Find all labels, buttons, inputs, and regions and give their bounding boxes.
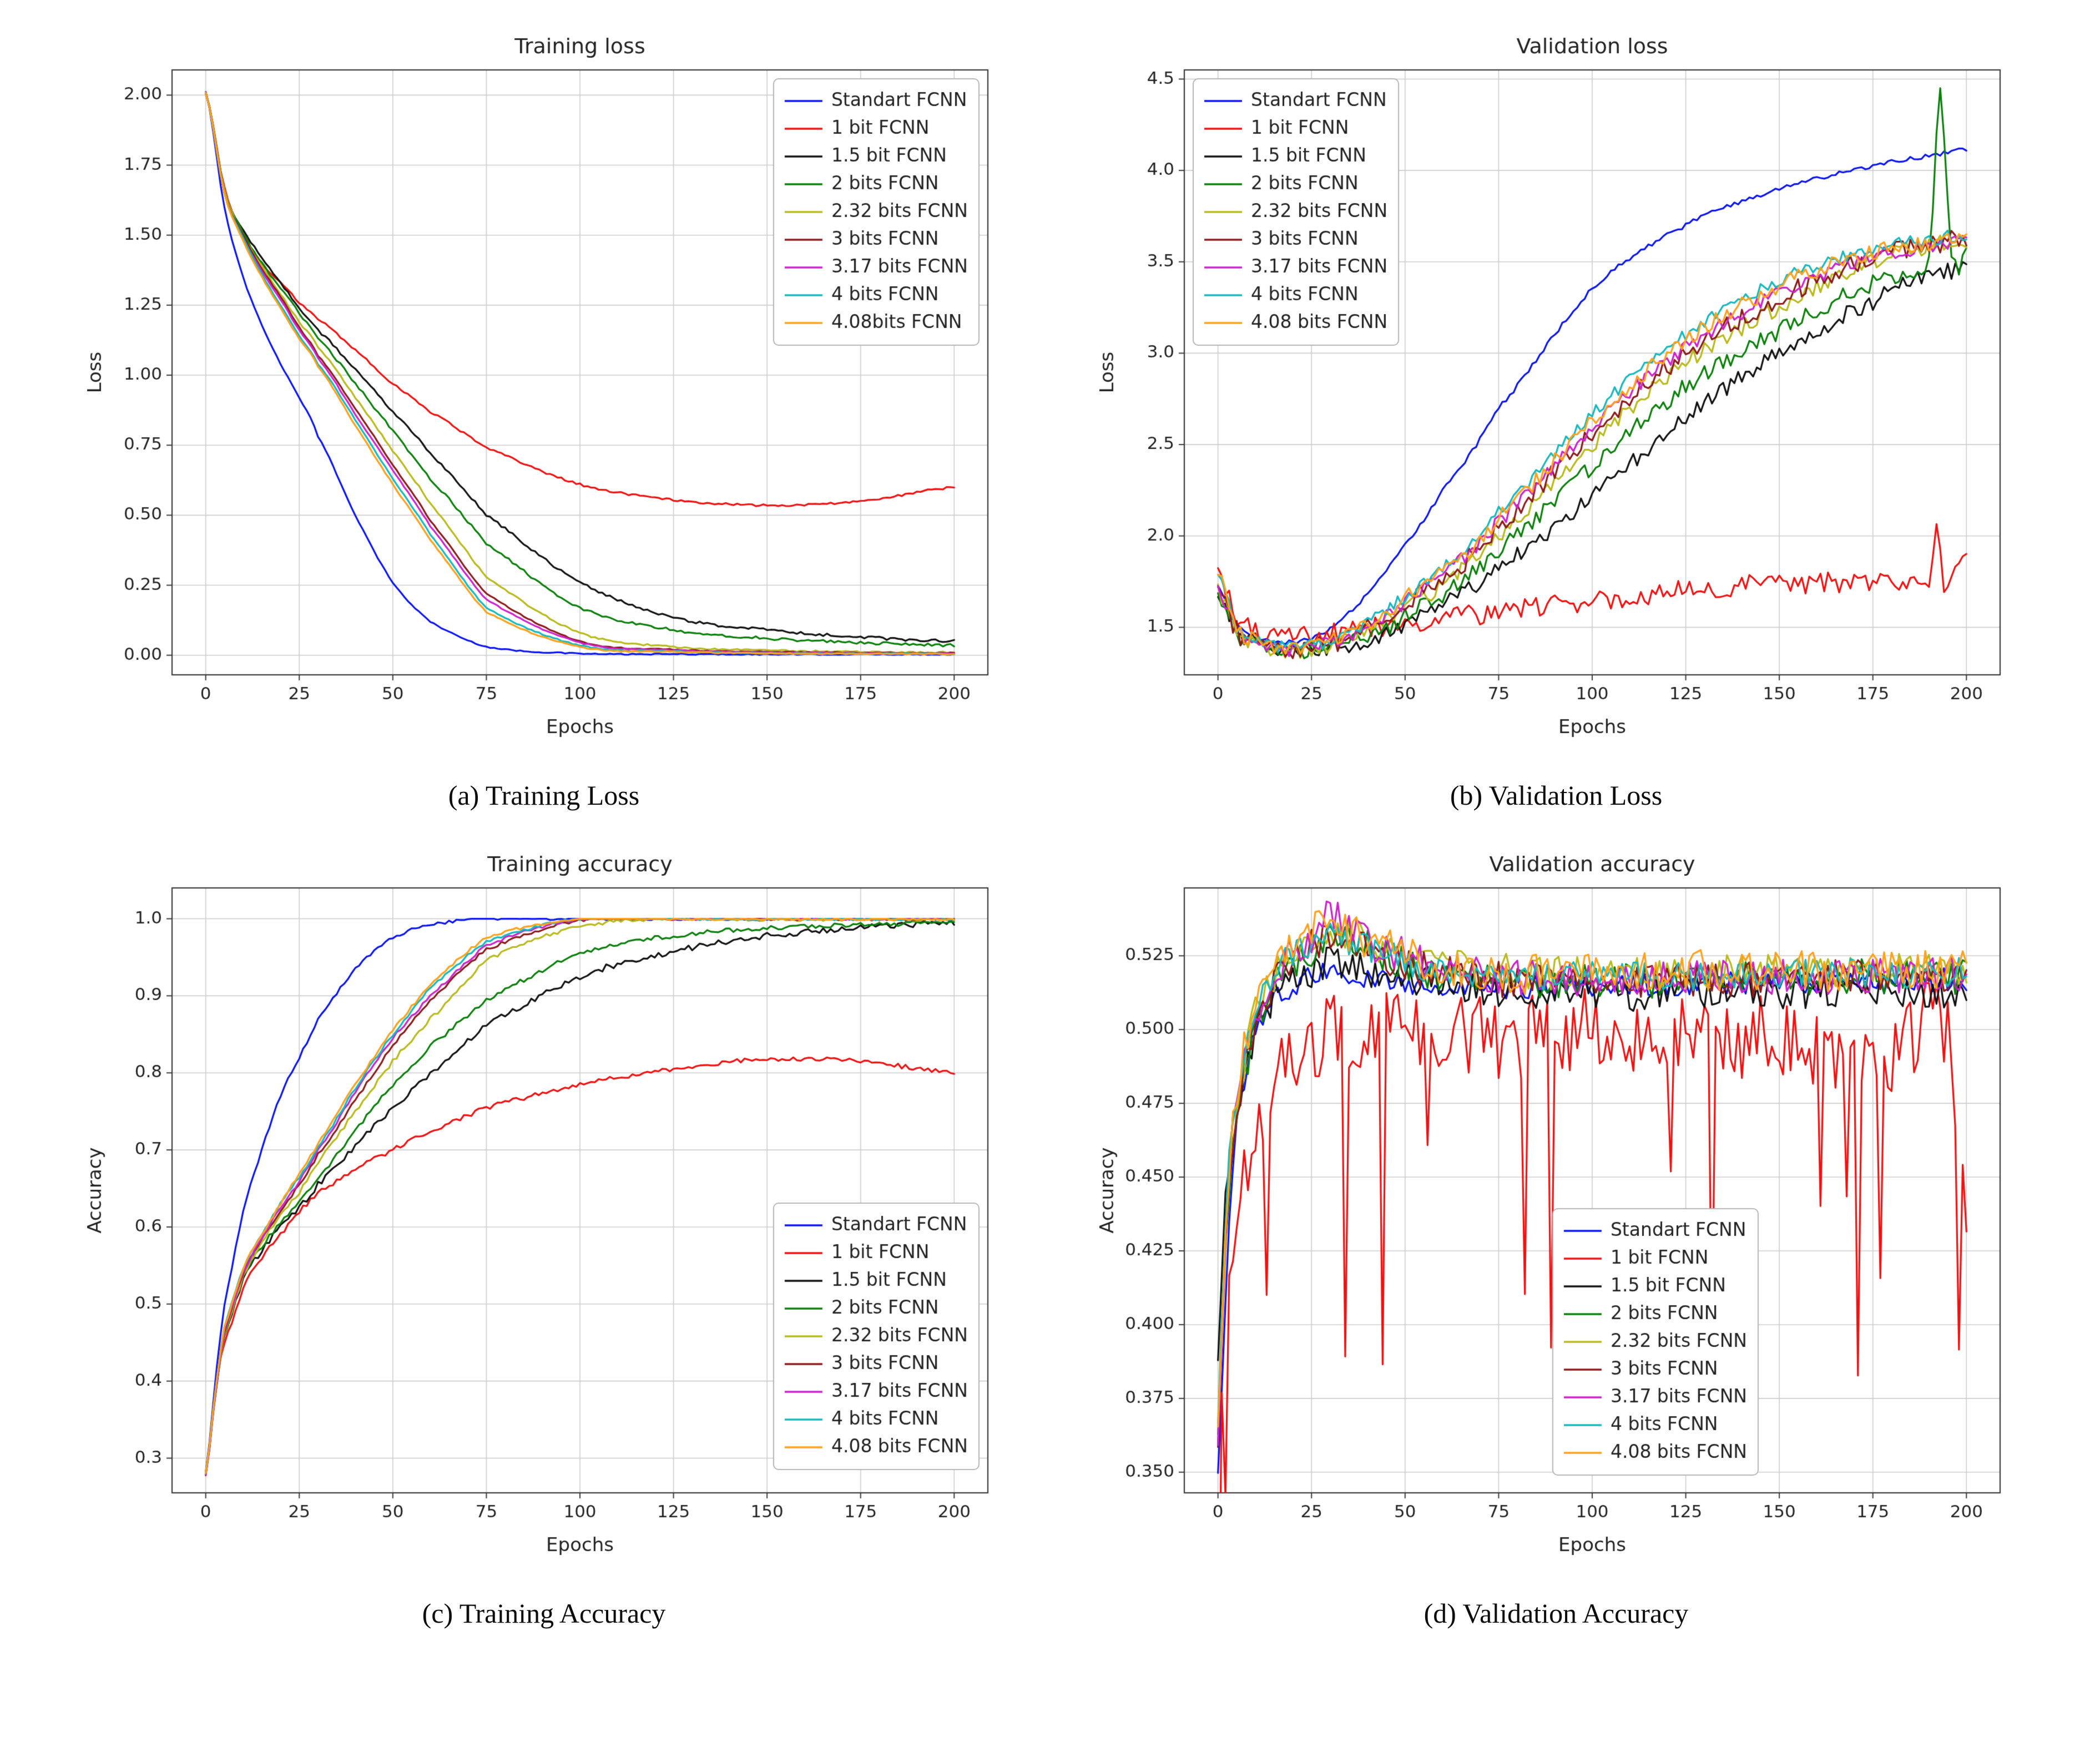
validation-accuracy-chart <box>1084 838 2028 1582</box>
caption-training-accuracy: (c) Training Accuracy <box>422 1598 666 1629</box>
panel-training-loss: (a) Training Loss <box>72 20 1016 835</box>
training-accuracy-chart <box>72 838 1016 1582</box>
figure-grid: (a) Training Loss (b) Validation Loss (c… <box>72 20 2028 1653</box>
panel-training-accuracy: (c) Training Accuracy <box>72 838 1016 1653</box>
caption-validation-loss: (b) Validation Loss <box>1450 780 1663 811</box>
caption-training-loss: (a) Training Loss <box>448 780 640 811</box>
panel-validation-accuracy: (d) Validation Accuracy <box>1084 838 2028 1653</box>
caption-validation-accuracy: (d) Validation Accuracy <box>1423 1598 1689 1629</box>
panel-validation-loss: (b) Validation Loss <box>1084 20 2028 835</box>
training-loss-chart <box>72 20 1016 764</box>
validation-loss-chart <box>1084 20 2028 764</box>
